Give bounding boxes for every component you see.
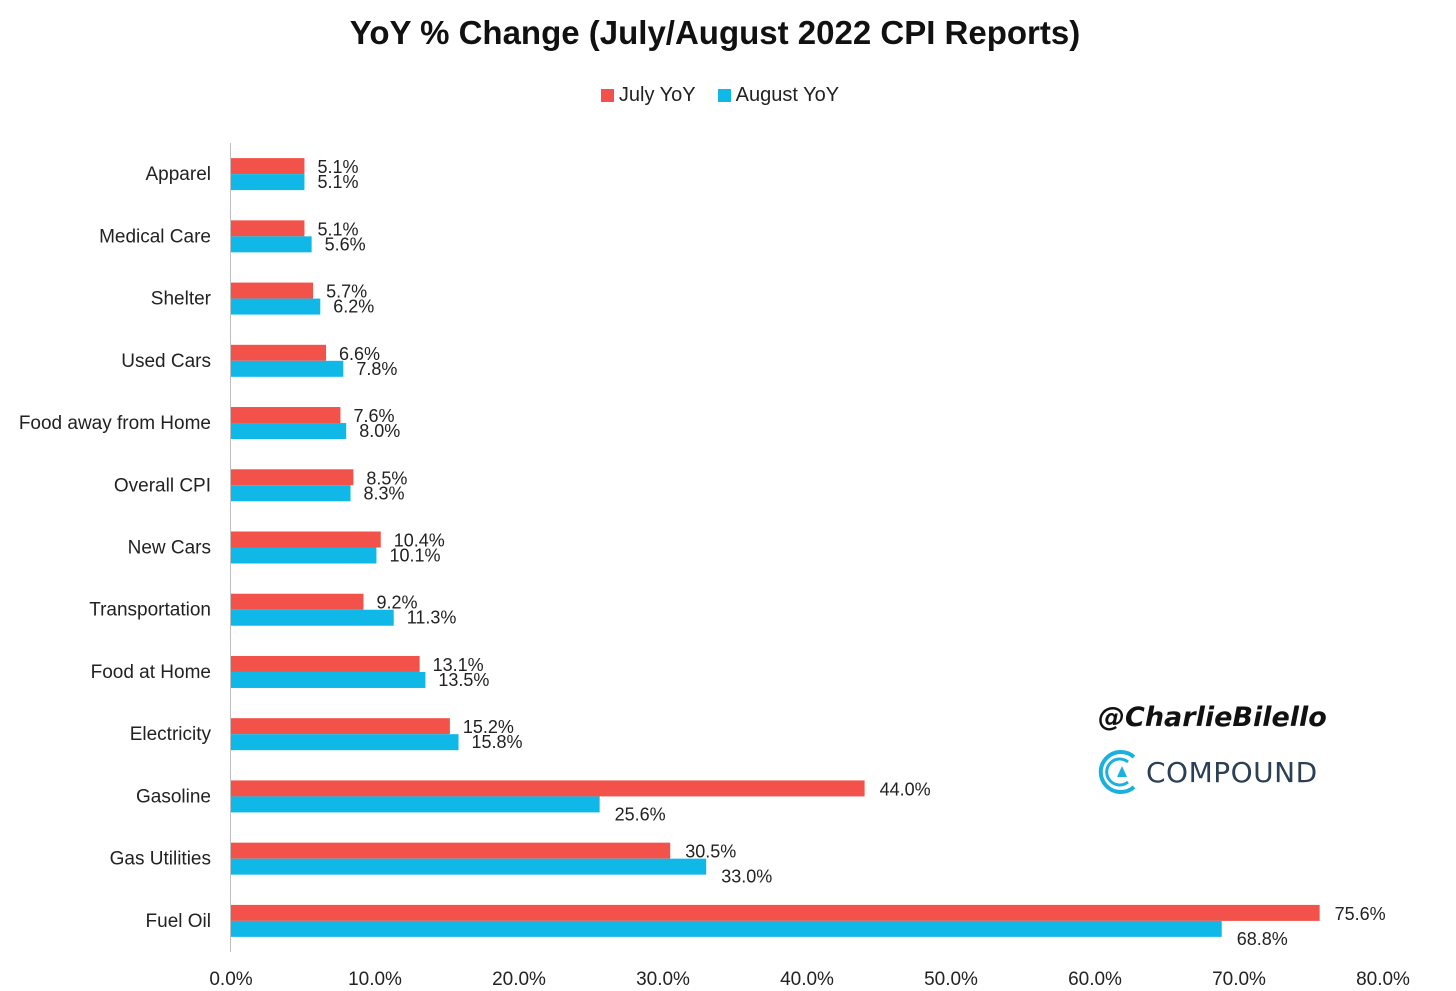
- data-label-july: 13.1%: [433, 655, 484, 675]
- data-label-july: 30.5%: [685, 842, 736, 862]
- x-tick-label: 0.0%: [209, 969, 252, 990]
- category-label: Gasoline: [136, 786, 211, 807]
- bar-august: [231, 236, 312, 253]
- x-tick-label: 50.0%: [924, 969, 978, 990]
- data-label-august: 33.0%: [721, 867, 772, 887]
- legend-label-july: July YoY: [618, 84, 696, 106]
- category-label: Gas Utilities: [110, 849, 211, 870]
- bar-july: [231, 531, 381, 548]
- x-tick-label: 70.0%: [1212, 969, 1266, 990]
- bar-july: [231, 593, 364, 610]
- category-label: Fuel Oil: [146, 911, 211, 932]
- compound-logo-icon: [1098, 750, 1136, 794]
- data-label-august: 5.6%: [325, 234, 366, 254]
- bar-august: [231, 671, 426, 688]
- bar-august: [231, 920, 1222, 937]
- category-label: New Cars: [128, 538, 211, 559]
- legend-item-august: August YoY: [717, 84, 840, 107]
- data-label-august: 6.2%: [333, 297, 374, 317]
- bar-july: [231, 282, 314, 299]
- bar-august: [231, 547, 377, 564]
- data-label-july: 7.6%: [353, 406, 394, 426]
- category-label: Apparel: [146, 164, 212, 185]
- bar-july: [231, 718, 450, 735]
- bar-july: [231, 842, 671, 859]
- category-label: Overall CPI: [114, 475, 211, 496]
- bar-july: [231, 158, 305, 175]
- bar-august: [231, 858, 707, 875]
- bar-july: [231, 904, 1320, 921]
- bar-august: [231, 485, 351, 502]
- category-label: Food at Home: [91, 662, 211, 683]
- x-tick-label: 30.0%: [636, 969, 690, 990]
- bar-july: [231, 344, 327, 361]
- data-label-july: 15.2%: [463, 717, 514, 737]
- data-label-august: 11.3%: [407, 608, 457, 628]
- legend: July YoY August YoY: [0, 84, 1440, 107]
- x-tick-label: 20.0%: [492, 969, 546, 990]
- watermark: @CharlieBilello COMPOUND: [1098, 702, 1358, 797]
- bar-august: [231, 298, 321, 315]
- data-label-july: 75.6%: [1335, 904, 1386, 924]
- data-label-august: 8.3%: [364, 483, 405, 503]
- data-label-july: 10.4%: [394, 531, 445, 551]
- data-label-july: 8.5%: [366, 468, 407, 488]
- bar-august: [231, 796, 600, 813]
- category-label: Electricity: [130, 724, 212, 745]
- data-label-july: 5.1%: [317, 157, 358, 177]
- data-label-august: 13.5%: [438, 670, 489, 690]
- category-label: Shelter: [151, 289, 212, 310]
- bar-august: [231, 360, 344, 377]
- x-tick-label: 10.0%: [348, 969, 402, 990]
- legend-swatch-august: [717, 89, 731, 102]
- data-label-august: 7.8%: [356, 359, 397, 379]
- x-tick-label: 80.0%: [1356, 969, 1410, 990]
- bar-july: [231, 469, 354, 486]
- bar-july: [231, 407, 341, 424]
- bar-july: [231, 780, 865, 797]
- legend-swatch-july: [600, 89, 614, 102]
- x-tick-label: 40.0%: [780, 969, 834, 990]
- author-handle: @CharlieBilello: [1098, 702, 1327, 733]
- data-label-july: 5.7%: [326, 282, 367, 302]
- data-label-august: 5.1%: [317, 172, 358, 192]
- bar-august: [231, 423, 347, 440]
- bar-august: [231, 734, 459, 751]
- data-label-august: 25.6%: [615, 804, 666, 824]
- bar-august: [231, 609, 394, 626]
- category-label: Used Cars: [121, 351, 211, 372]
- data-label-august: 10.1%: [389, 546, 440, 566]
- brand-name: COMPOUND: [1146, 755, 1318, 789]
- x-tick-label: 60.0%: [1068, 969, 1122, 990]
- category-label: Transportation: [89, 600, 211, 621]
- bar-july: [231, 655, 420, 672]
- category-label: Medical Care: [99, 226, 211, 247]
- data-label-august: 15.8%: [472, 732, 523, 752]
- data-label-july: 44.0%: [880, 779, 931, 799]
- data-label-july: 5.1%: [317, 219, 358, 239]
- brand-row: COMPOUND: [1098, 747, 1358, 797]
- data-label-august: 68.8%: [1237, 929, 1288, 949]
- data-label-july: 9.2%: [376, 593, 417, 613]
- bar-august: [231, 174, 305, 191]
- data-label-august: 8.0%: [359, 421, 400, 441]
- legend-item-july: July YoY: [600, 84, 696, 107]
- chart-title: YoY % Change (July/August 2022 CPI Repor…: [349, 14, 1081, 51]
- bar-july: [231, 220, 305, 237]
- legend-label-august: August YoY: [735, 84, 840, 106]
- category-label: Food away from Home: [19, 413, 211, 434]
- data-label-july: 6.6%: [339, 344, 380, 364]
